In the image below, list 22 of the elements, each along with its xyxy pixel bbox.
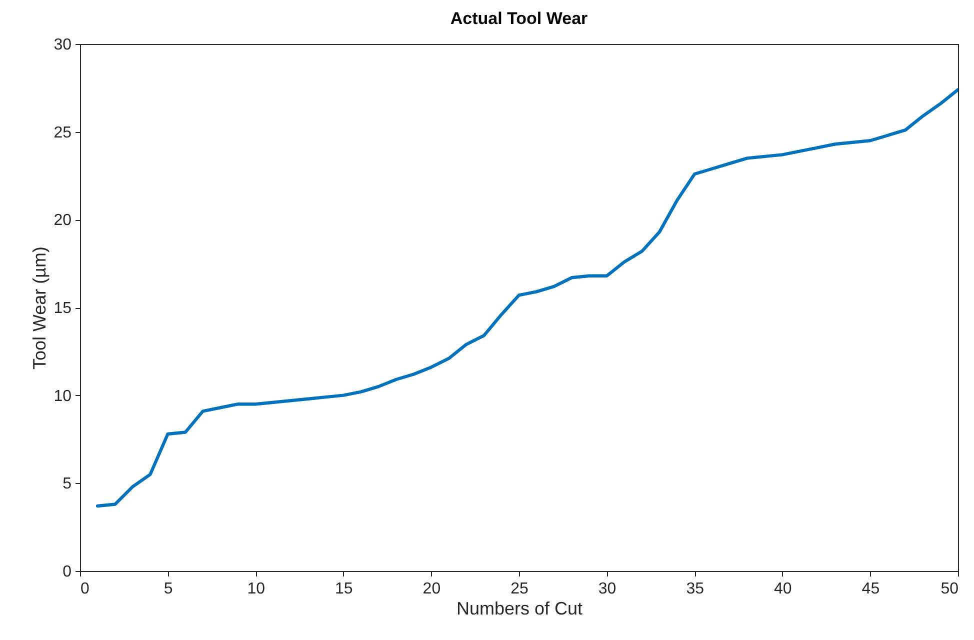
- y-tick-label: 10: [54, 388, 72, 405]
- y-tick-label: 15: [54, 300, 72, 317]
- chart-title: Actual Tool Wear: [450, 9, 588, 28]
- x-tick-label: 35: [686, 580, 704, 598]
- x-tick-label: 10: [247, 580, 266, 598]
- x-tick-label: 50: [940, 580, 959, 598]
- y-tick-label: 30: [54, 36, 72, 54]
- x-tick-label: 25: [510, 580, 528, 598]
- y-tick-label: 0: [62, 564, 72, 580]
- x-tick-label: 15: [335, 580, 353, 598]
- x-tick-label: 5: [164, 580, 173, 598]
- line-series: [96, 88, 958, 508]
- y-tick-label: 25: [54, 124, 72, 142]
- y-axis-title: Tool Wear (µm): [30, 246, 50, 370]
- x-tick-label: 40: [774, 580, 792, 598]
- x-tick-label: 30: [598, 580, 616, 598]
- y-tick-label: 20: [54, 212, 72, 230]
- x-axis-title: Numbers of Cut: [456, 598, 583, 618]
- x-tick-label: 20: [422, 580, 441, 598]
- y-tick-label: 5: [62, 476, 72, 493]
- x-tick-label: 45: [862, 580, 880, 598]
- x-tick-label: 0: [80, 580, 90, 598]
